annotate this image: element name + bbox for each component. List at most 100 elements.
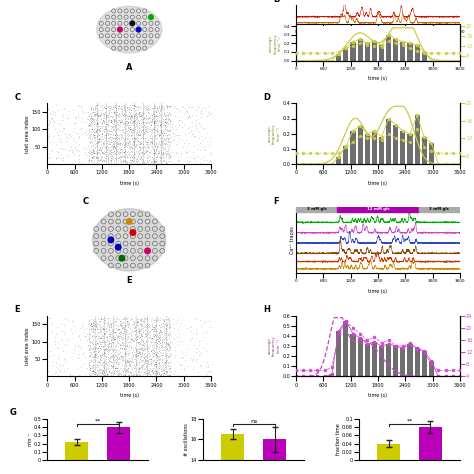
Point: [120, 328, 128, 336]
Point: [165, 347, 173, 355]
Point: [130, 113, 138, 120]
Point: [113, 370, 121, 378]
Point: [113, 334, 120, 341]
Point: [150, 323, 158, 331]
Point: [188, 118, 195, 126]
Point: [144, 126, 152, 133]
Point: [166, 357, 174, 365]
Point: [150, 125, 157, 132]
Point: [82, 324, 90, 331]
Point: [106, 128, 114, 135]
Point: [76, 117, 84, 125]
Point: [88, 153, 95, 160]
Point: [86, 137, 94, 144]
Point: [94, 348, 102, 356]
Point: [120, 136, 128, 143]
Point: [197, 113, 205, 121]
Point: [97, 351, 104, 359]
Point: [140, 341, 148, 348]
Point: [147, 355, 155, 362]
Point: [92, 333, 100, 340]
Point: [136, 325, 143, 333]
Point: [119, 325, 127, 333]
Point: [150, 361, 157, 368]
Point: [91, 353, 98, 360]
Point: [162, 357, 169, 365]
Point: [128, 335, 135, 342]
Point: [126, 320, 133, 328]
Point: [134, 336, 141, 343]
Point: [135, 327, 143, 334]
Point: [98, 315, 106, 323]
Point: [131, 367, 138, 375]
Point: [90, 113, 98, 120]
Point: [123, 158, 131, 165]
Point: [66, 371, 74, 379]
Point: [116, 321, 124, 329]
Point: [137, 334, 144, 341]
Point: [137, 113, 145, 120]
Point: [130, 138, 137, 146]
Point: [113, 131, 120, 138]
Point: [109, 332, 117, 340]
Point: [128, 113, 136, 121]
Point: [106, 361, 114, 368]
Point: [192, 357, 200, 365]
Point: [162, 154, 170, 161]
Point: [128, 112, 136, 120]
Point: [160, 365, 168, 372]
Point: [97, 119, 104, 127]
Point: [95, 135, 103, 143]
Point: [154, 328, 161, 335]
Point: [157, 349, 165, 356]
Point: [104, 102, 112, 110]
Point: [191, 315, 199, 322]
Point: [94, 131, 102, 139]
Point: [109, 143, 117, 151]
Point: [142, 157, 149, 164]
Point: [137, 116, 145, 123]
Point: [93, 361, 101, 368]
Point: [109, 339, 117, 346]
Point: [123, 159, 131, 166]
Point: [111, 101, 119, 109]
Bar: [415, 116, 419, 164]
Point: [106, 327, 113, 334]
Point: [138, 320, 146, 328]
Point: [138, 368, 146, 375]
Point: [115, 315, 123, 322]
Point: [135, 143, 143, 150]
Point: [138, 332, 146, 339]
Point: [163, 102, 171, 110]
Point: [139, 113, 146, 120]
Point: [138, 144, 146, 152]
Point: [166, 372, 173, 379]
Point: [119, 157, 127, 164]
Point: [95, 146, 103, 153]
Circle shape: [127, 219, 132, 224]
Point: [117, 353, 125, 360]
Point: [99, 130, 106, 138]
Point: [128, 153, 136, 160]
Point: [107, 349, 114, 357]
Point: [166, 364, 173, 372]
Point: [137, 368, 145, 376]
Point: [106, 330, 114, 338]
Point: [111, 110, 118, 118]
Point: [77, 363, 85, 371]
Point: [112, 359, 120, 367]
Point: [64, 134, 72, 142]
Point: [156, 349, 164, 356]
Point: [45, 130, 53, 138]
Point: [63, 364, 70, 372]
Point: [158, 340, 166, 347]
Point: [146, 366, 154, 374]
Point: [200, 329, 207, 337]
Point: [148, 135, 155, 143]
Point: [58, 151, 65, 159]
Point: [140, 121, 148, 128]
Point: [107, 157, 115, 165]
Point: [121, 357, 128, 365]
Point: [80, 325, 88, 333]
Point: [94, 358, 102, 365]
